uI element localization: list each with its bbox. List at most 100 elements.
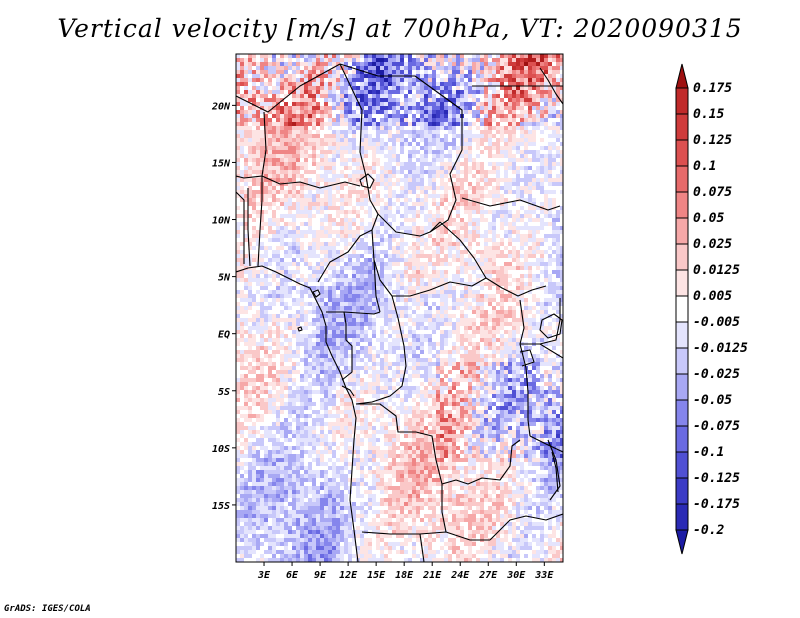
- map-title: Vertical velocity [m/s] at 700hPa, VT: 2…: [57, 14, 743, 43]
- colorbar-label: -0.125: [693, 471, 740, 486]
- border-angola-namibia: [361, 531, 490, 541]
- colorbar-segment: [675, 451, 689, 479]
- colorbar-label: 0.075: [693, 185, 732, 200]
- border-angola-zambia: [441, 484, 447, 533]
- colorbar-segment: [675, 321, 689, 349]
- lon-tick-label: 33E: [534, 570, 554, 581]
- colorbar-segment: [675, 477, 689, 505]
- colorbar-label: -0.025: [693, 367, 740, 382]
- border-nigeria-cameroon: [317, 175, 379, 283]
- plot-frame: [235, 53, 564, 563]
- colorbar-segment: [675, 425, 689, 453]
- lon-tick-label: 21E: [422, 570, 442, 581]
- colorbar-label: -0.05: [693, 393, 732, 408]
- colorbar-label: 0.025: [693, 237, 732, 252]
- colorbar-segment: [675, 269, 689, 297]
- velocity-field: [236, 54, 563, 562]
- colorbar: 0.175 0.15 0.125 0.1 0.075 0.05 0.025 0.0125 0.0…: [675, 63, 748, 555]
- border-drc-zambia: [441, 439, 521, 485]
- lat-tick-label: 10N: [212, 216, 231, 227]
- lat-tick-label: 15S: [212, 501, 230, 512]
- border-niger-nigeria: [261, 175, 361, 189]
- colorbar-segment: [675, 399, 689, 427]
- colorbar-label: 0.15: [693, 107, 724, 122]
- colorbar-segment: [675, 295, 689, 323]
- lon-tick-label: 12E: [339, 570, 358, 581]
- lat-tick-label: EQ: [218, 330, 230, 341]
- colorbar-segment: [675, 503, 689, 531]
- border-car-drc: [373, 259, 487, 297]
- border-benin: [257, 176, 263, 267]
- lat-tick-label: 10S: [212, 444, 230, 455]
- colorbar-segment: [675, 87, 689, 115]
- border-chad-car: [377, 213, 441, 237]
- country-boundaries: [236, 63, 563, 562]
- border-drc-angola-north: [356, 403, 443, 485]
- colorbar-label: 0.175: [693, 81, 732, 96]
- colorbar-label: -0.005: [693, 315, 740, 330]
- lat-tick-label: 15N: [212, 158, 231, 169]
- border-algeria-niger: [236, 63, 341, 113]
- colorbar-top-arrow: [675, 63, 689, 89]
- colorbar-segment: [675, 243, 689, 271]
- lon-tick-label: 6E: [286, 570, 299, 581]
- latitude-ticks: 20N 15N 10N 5N EQ 5S 10S 15S: [211, 101, 236, 512]
- border-cabinda: [341, 385, 355, 397]
- lat-tick-label: 5N: [218, 273, 231, 284]
- border-red-sea: [539, 67, 563, 105]
- border-southsudan-drc: [485, 277, 547, 297]
- border-congo-drc: [355, 295, 407, 405]
- colorbar-segment: [675, 139, 689, 167]
- colorbar-segment: [675, 217, 689, 245]
- lake-chad: [359, 173, 375, 189]
- border-rwanda-burundi: [519, 349, 535, 367]
- lon-tick-label: 30E: [506, 570, 526, 581]
- sao-tome-island: [297, 326, 303, 332]
- lon-tick-label: 24E: [450, 570, 470, 581]
- lon-tick-label: 9E: [314, 570, 327, 581]
- colorbar-segment: [675, 113, 689, 141]
- colorbar-label: 0.005: [693, 289, 732, 304]
- colorbar-label: 0.125: [693, 133, 732, 148]
- colorbar-label: -0.0125: [693, 341, 748, 356]
- border-cameroon-car: [371, 229, 381, 313]
- border-lake-tanganyika: [519, 343, 531, 437]
- border-namibia-botswana: [419, 533, 425, 562]
- colorbar-label: 0.1: [693, 159, 716, 174]
- colorbar-segment: [675, 347, 689, 375]
- colorbar-label: 0.05: [693, 211, 724, 226]
- border-niger-chad: [339, 63, 367, 177]
- colorbar-label: -0.1: [693, 445, 724, 460]
- colorbar-label: -0.075: [693, 419, 740, 434]
- credit-text: GrADS: IGES/COLA: [4, 604, 91, 614]
- colorbar-segment: [675, 165, 689, 193]
- colorbar-label: -0.2: [693, 523, 724, 538]
- border-cameroon-gabon: [326, 311, 381, 315]
- coastline-west-africa: [236, 265, 359, 562]
- lon-tick-label: 3E: [257, 570, 271, 581]
- border-zambia-tanzania: [529, 435, 563, 453]
- colorbar-label: -0.175: [693, 497, 740, 512]
- colorbar-segment: [675, 191, 689, 219]
- border-gabon-congo: [341, 311, 353, 381]
- bioko-island: [312, 289, 321, 298]
- border-sudan-southsudan: [461, 197, 561, 211]
- colorbar-segment: [675, 373, 689, 401]
- border-malawi: [547, 439, 561, 501]
- border-zambia-zimbabwe: [489, 513, 563, 541]
- longitude-ticks: 3E 6E 9E 12E 15E 18E 21E 24E 27E 30E 33E: [257, 562, 554, 581]
- border-tanzania: [539, 343, 563, 359]
- colorbar-label: 0.0125: [693, 263, 740, 278]
- lat-tick-label: 20N: [211, 101, 231, 112]
- lake-victoria: [539, 313, 563, 339]
- border-libya-chad: [339, 63, 463, 138]
- border-ghana: [236, 191, 245, 264]
- lat-tick-label: 5S: [218, 387, 230, 398]
- colorbar-bottom-arrow: [675, 529, 689, 555]
- lon-tick-label: 18E: [395, 570, 414, 581]
- border-togo: [247, 188, 251, 267]
- lon-tick-label: 27E: [478, 570, 498, 581]
- border-chad-sudan: [429, 138, 463, 233]
- border-car-sudan: [439, 221, 487, 279]
